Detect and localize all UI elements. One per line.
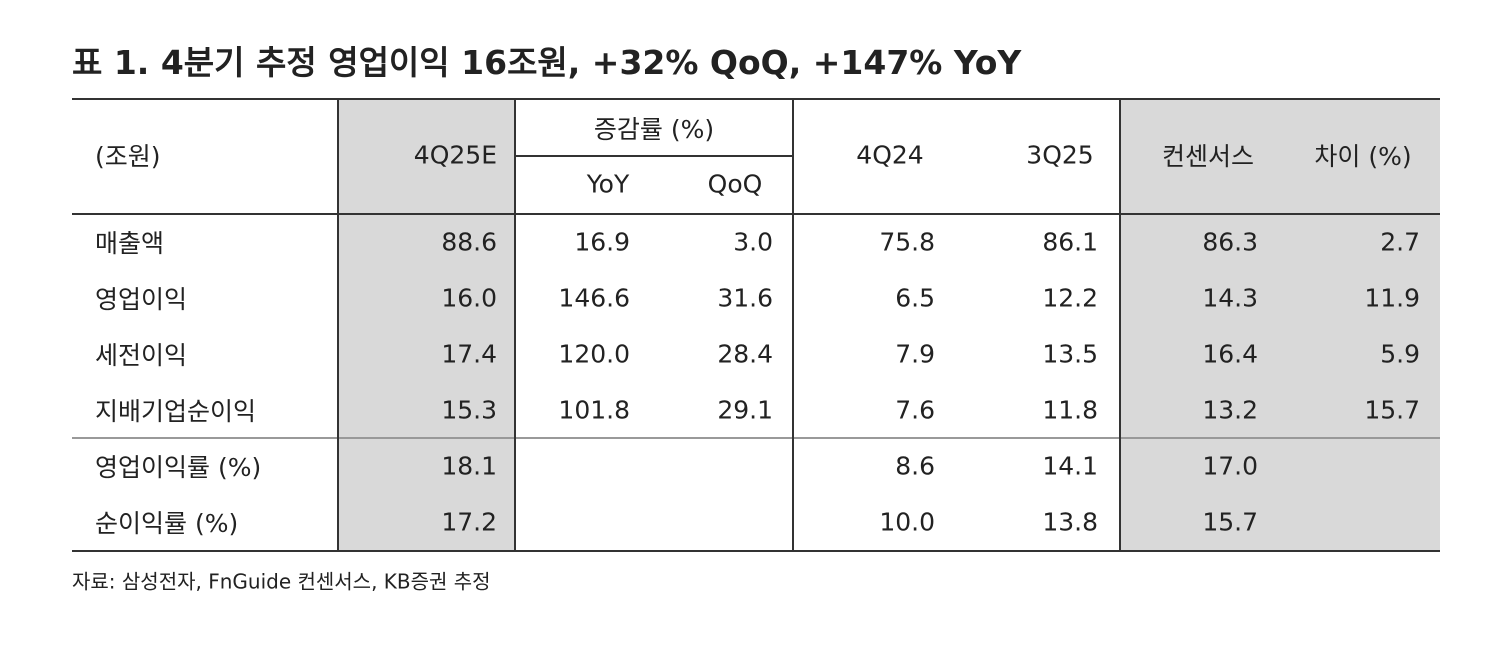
header-cell: 증감률 (%) [593,115,715,144]
rule [792,99,794,551]
cell: 16.0 [441,283,497,313]
rule [337,99,339,551]
cell: 17.2 [441,507,497,537]
row-label: 영업이익 [95,285,188,314]
cell: 18.1 [441,451,497,481]
cell: 13.2 [1202,395,1258,425]
cell: 101.8 [558,395,630,425]
cell: 17.4 [441,339,497,369]
cell: 86.3 [1202,227,1258,257]
cell: 120.0 [558,339,630,369]
header-cell: 3Q25 [1026,140,1094,170]
rule [72,98,1440,100]
source: 자료: 삼성전자, FnGuide 컨센서스, KB증권 추정 [72,569,491,594]
cell: 12.2 [1042,283,1098,313]
header-cell: QoQ [707,169,763,199]
row-label: 세전이익 [95,341,188,370]
cell: 88.6 [441,227,497,257]
row-label: 매출액 [95,229,165,258]
cell: 17.0 [1202,451,1258,481]
cell: 75.8 [879,227,935,257]
rule [1119,99,1121,551]
title: 표 1. 4분기 추정 영업이익 16조원, +32% QoQ, +147% Y… [72,43,1022,82]
header-cell: 4Q24 [856,140,924,170]
cell: 7.9 [895,339,935,369]
rule [72,550,1440,552]
cell: 29.1 [717,395,773,425]
cell: 11.9 [1364,283,1420,313]
cell: 146.6 [558,283,630,313]
cell: 86.1 [1042,227,1098,257]
rule [72,213,1440,215]
cell: 15.7 [1202,507,1258,537]
cell: 13.5 [1042,339,1098,369]
header-cell: 컨센서스 [1161,142,1255,171]
cell: 16.4 [1202,339,1258,369]
shade [1120,99,1440,551]
row-label: 순이익률 (%) [95,509,239,538]
rule [515,155,793,157]
header-cell: (조원) [95,142,161,171]
cell: 16.9 [574,227,630,257]
header-cell: 차이 (%) [1314,142,1412,171]
cell: 10.0 [879,507,935,537]
cell: 31.6 [717,283,773,313]
rule [514,99,516,551]
cell: 3.0 [733,227,773,257]
cell: 8.6 [895,451,935,481]
cell: 7.6 [895,395,935,425]
cell: 14.3 [1202,283,1258,313]
row-label: 영업이익률 (%) [95,453,262,482]
cell: 11.8 [1042,395,1098,425]
row-label: 지배기업순이익 [95,397,257,426]
header-cell: YoY [586,169,630,199]
cell: 5.9 [1380,339,1420,369]
cell: 14.1 [1042,451,1098,481]
cell: 2.7 [1380,227,1420,257]
shade [338,99,515,551]
cell: 13.8 [1042,507,1098,537]
cell: 15.7 [1364,395,1420,425]
cell: 6.5 [895,283,935,313]
cell: 28.4 [717,339,773,369]
cell: 15.3 [441,395,497,425]
rule [72,437,1440,439]
header-cell: 4Q25E [413,140,497,170]
